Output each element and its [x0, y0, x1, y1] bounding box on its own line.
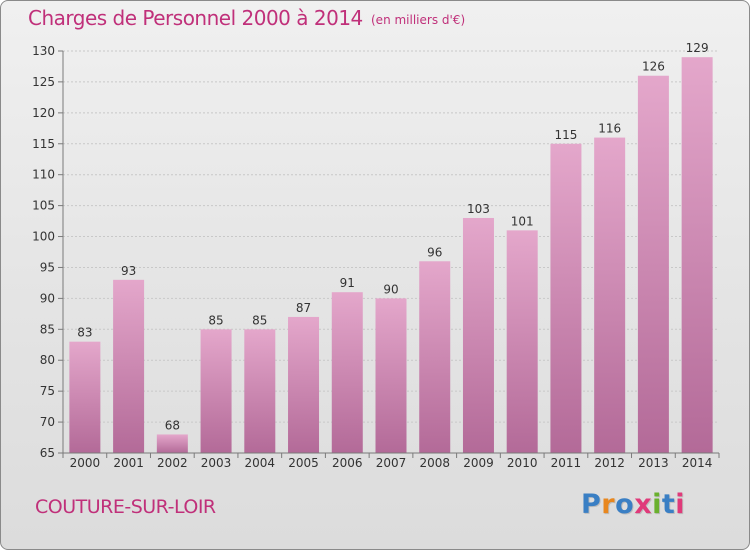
logo-letter: r: [601, 489, 616, 520]
bar-2009: [462, 217, 494, 453]
data-label: 93: [121, 264, 136, 278]
bar-2013: [637, 75, 669, 453]
bar-2004: [244, 329, 276, 453]
x-tick-label: 2003: [201, 456, 232, 470]
bar-2002: [156, 434, 188, 453]
x-tick-label: 2009: [463, 456, 494, 470]
data-label: 91: [340, 276, 355, 290]
data-label: 116: [598, 122, 621, 136]
town-name: COUTURE-SUR-LOIR: [35, 496, 216, 518]
data-label: 129: [686, 41, 709, 55]
bar-2011: [550, 143, 582, 453]
y-tick-label: 105: [32, 199, 55, 213]
y-axis-ticks: 65 70 75 80 85 90 95 100 105 110 115 120 125 130: [32, 44, 63, 460]
x-tick-label: 2000: [70, 456, 101, 470]
data-label: 126: [642, 60, 665, 74]
y-tick-label: 65: [40, 446, 55, 460]
y-tick-label: 70: [40, 415, 55, 429]
bar-2006: [331, 292, 363, 453]
x-tick-label: 2011: [551, 456, 582, 470]
proxiti-logo[interactable]: Proxiti: [581, 489, 685, 520]
x-tick-label: 2008: [419, 456, 450, 470]
x-tick-label: 2004: [245, 456, 276, 470]
logo-letter: o: [615, 489, 635, 520]
logo-letter: i: [652, 489, 662, 520]
x-tick-label: 2013: [638, 456, 669, 470]
x-tick-label: 2001: [113, 456, 144, 470]
bar-2010: [506, 230, 538, 453]
bar-2003: [200, 329, 232, 453]
data-label: 85: [252, 313, 267, 327]
bar-2008: [419, 261, 451, 453]
y-tick-label: 85: [40, 322, 55, 336]
y-tick-label: 130: [32, 44, 55, 58]
x-tick-label: 2006: [332, 456, 363, 470]
data-label: 68: [165, 418, 180, 432]
chart-title: Charges de Personnel 2000 à 2014: [28, 6, 363, 30]
bar-2014: [681, 57, 713, 453]
data-label: 96: [427, 245, 442, 259]
x-tick-label: 2005: [288, 456, 319, 470]
bar-2000: [69, 341, 101, 453]
logo-letter: t: [661, 489, 676, 520]
y-tick-label: 90: [40, 291, 55, 305]
bar-2005: [288, 316, 320, 453]
bar-2007: [375, 298, 407, 453]
data-label: 90: [383, 282, 398, 296]
x-tick-label: 2012: [594, 456, 625, 470]
y-tick-label: 100: [32, 230, 55, 244]
bar-2001: [113, 279, 145, 453]
y-tick-label: 75: [40, 384, 55, 398]
data-label: 85: [208, 313, 223, 327]
logo-letter: x: [634, 489, 653, 520]
logo-letter: P: [581, 489, 602, 520]
y-tick-label: 115: [32, 137, 55, 151]
chart-unit-subtitle: (en milliers d'€): [371, 13, 466, 27]
data-label: 103: [467, 202, 490, 216]
logo-letter: i: [675, 489, 686, 520]
x-tick-label: 2014: [682, 456, 713, 470]
data-label: 101: [511, 214, 534, 228]
y-tick-label: 120: [32, 106, 55, 120]
data-labels: 83 93 68 85 85 87 91 90 96 103 101 115 116 126 129: [77, 41, 708, 432]
x-axis-ticks: 2000 2001 2002 2003 2004 2005 2006 2007 2008 2009…: [62, 453, 720, 470]
data-label: 87: [296, 301, 311, 315]
data-label: 115: [554, 128, 577, 142]
x-tick-label: 2010: [507, 456, 538, 470]
y-tick-label: 110: [32, 168, 55, 182]
x-tick-label: 2002: [157, 456, 188, 470]
y-tick-label: 80: [40, 353, 55, 367]
bars: [69, 57, 713, 454]
bar-2012: [594, 137, 626, 454]
y-tick-label: 125: [32, 75, 55, 89]
y-tick-label: 95: [40, 260, 55, 274]
data-label: 83: [77, 326, 92, 340]
x-tick-label: 2007: [376, 456, 407, 470]
